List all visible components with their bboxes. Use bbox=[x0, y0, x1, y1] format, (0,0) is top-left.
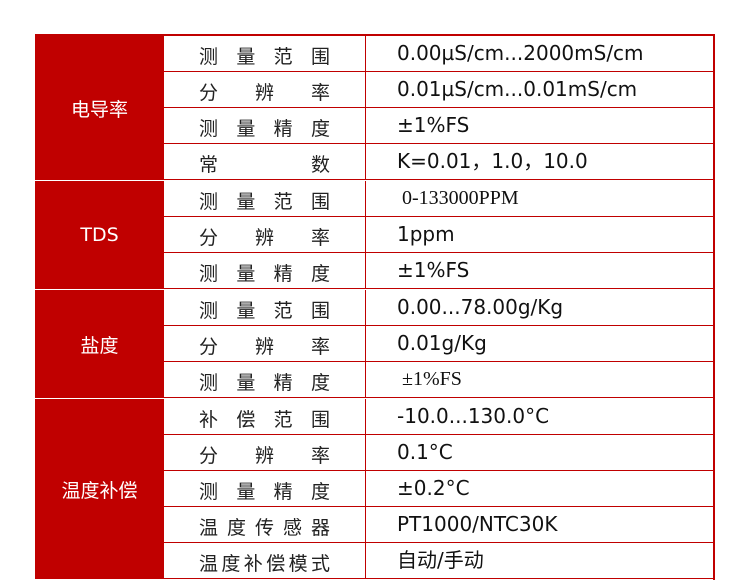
spec-table: 电导率 测量范围 0.00µS/cm...2000mS/cm 分辨率 0.01µS/cm… bbox=[35, 34, 715, 580]
table-row: 分辨率 0.01g/Kg bbox=[164, 326, 713, 362]
parameter-cell: 分辨率 bbox=[164, 217, 366, 252]
spec-group: TDS 测量范围 0-133000PPM 分辨率 1ppm 测量精度 ±1%FS bbox=[35, 181, 713, 290]
value-cell: ±1%FS bbox=[397, 258, 470, 282]
table-row: 测量范围 0-133000PPM bbox=[164, 181, 713, 217]
parameter-label: 分辨率 bbox=[199, 445, 330, 467]
category-label: TDS bbox=[35, 181, 164, 289]
parameter-cell: 温度传感器 bbox=[164, 507, 366, 542]
parameter-label: 温度传感器 bbox=[199, 517, 330, 539]
parameter-label: 测量范围 bbox=[199, 191, 330, 213]
table-row: 测量范围 0.00...78.00g/Kg bbox=[164, 290, 713, 326]
category-label: 电导率 bbox=[35, 36, 164, 180]
parameter-label: 分辨率 bbox=[199, 227, 330, 249]
table-row: 测量精度 ±1%FS bbox=[164, 108, 713, 144]
value-cell: 0.01g/Kg bbox=[397, 331, 487, 355]
value-cell: 1ppm bbox=[397, 222, 455, 246]
table-row: 测量精度 ±1%FS bbox=[164, 362, 713, 398]
parameter-label: 温度补偿模式 bbox=[199, 553, 330, 575]
parameter-cell: 温度补偿模式 bbox=[164, 543, 366, 578]
table-row: 分辨率 0.01µS/cm...0.01mS/cm bbox=[164, 72, 713, 108]
parameter-cell: 分辨率 bbox=[164, 326, 366, 361]
table-row: 分辨率 0.1°C bbox=[164, 435, 713, 471]
table-row: 补偿范围 -10.0...130.0°C bbox=[164, 399, 713, 435]
parameter-label: 分辨率 bbox=[199, 336, 330, 358]
parameter-label: 测量精度 bbox=[199, 118, 330, 140]
value-cell: 自动/手动 bbox=[397, 548, 484, 572]
table-row: 温度传感器 PT1000/NTC30K bbox=[164, 507, 713, 543]
spec-group: 电导率 测量范围 0.00µS/cm...2000mS/cm 分辨率 0.01µS/cm… bbox=[35, 36, 713, 181]
parameter-cell: 测量精度 bbox=[164, 471, 366, 506]
table-row: 温度补偿模式 自动/手动 bbox=[164, 543, 713, 579]
parameter-cell: 测量精度 bbox=[164, 362, 366, 397]
value-cell: K=0.01，1.0，10.0 bbox=[397, 149, 588, 173]
value-cell: -10.0...130.0°C bbox=[397, 404, 550, 428]
parameter-label: 测量范围 bbox=[199, 46, 330, 68]
spec-group: 盐度 测量范围 0.00...78.00g/Kg 分辨率 0.01g/Kg 测量精度 ±1%… bbox=[35, 290, 713, 399]
value-cell: 0.00µS/cm...2000mS/cm bbox=[397, 41, 644, 65]
table-row: 分辨率 1ppm bbox=[164, 217, 713, 253]
parameter-cell: 分辨率 bbox=[164, 72, 366, 107]
parameter-label: 补偿范围 bbox=[199, 409, 330, 431]
table-row: 测量精度 ±1%FS bbox=[164, 253, 713, 289]
parameter-cell: 分辨率 bbox=[164, 435, 366, 470]
parameter-label: 测量精度 bbox=[199, 263, 330, 285]
value-cell: 0.01µS/cm...0.01mS/cm bbox=[397, 77, 638, 101]
parameter-label: 分辨率 bbox=[199, 82, 330, 104]
table-row: 测量范围 0.00µS/cm...2000mS/cm bbox=[164, 36, 713, 72]
parameter-label: 测量范围 bbox=[199, 300, 330, 322]
value-cell: ±0.2°C bbox=[397, 476, 470, 500]
parameter-cell: 补偿范围 bbox=[164, 399, 366, 434]
parameter-cell: 常数 bbox=[164, 144, 366, 179]
table-row: 常数 K=0.01，1.0，10.0 bbox=[164, 144, 713, 180]
category-label: 盐度 bbox=[35, 290, 164, 398]
value-cell: 0-133000PPM bbox=[402, 187, 519, 209]
value-cell: ±1%FS bbox=[402, 368, 462, 390]
parameter-cell: 测量范围 bbox=[164, 290, 366, 325]
table-row: 测量精度 ±0.2°C bbox=[164, 471, 713, 507]
parameter-cell: 测量范围 bbox=[164, 181, 366, 216]
parameter-cell: 测量精度 bbox=[164, 108, 366, 143]
parameter-label: 测量精度 bbox=[199, 372, 330, 394]
value-cell: 0.00...78.00g/Kg bbox=[397, 295, 564, 319]
value-cell: PT1000/NTC30K bbox=[397, 512, 558, 536]
value-cell: ±1%FS bbox=[397, 113, 470, 137]
value-cell: 0.1°C bbox=[397, 440, 453, 464]
parameter-cell: 测量精度 bbox=[164, 253, 366, 288]
spec-group: 温度补偿 补偿范围 -10.0...130.0°C 分辨率 0.1°C 测量精度 ±0.2°… bbox=[35, 399, 713, 580]
parameter-label: 测量精度 bbox=[199, 481, 330, 503]
category-label: 温度补偿 bbox=[35, 399, 164, 579]
parameter-cell: 测量范围 bbox=[164, 36, 366, 71]
parameter-label: 常数 bbox=[199, 154, 330, 176]
